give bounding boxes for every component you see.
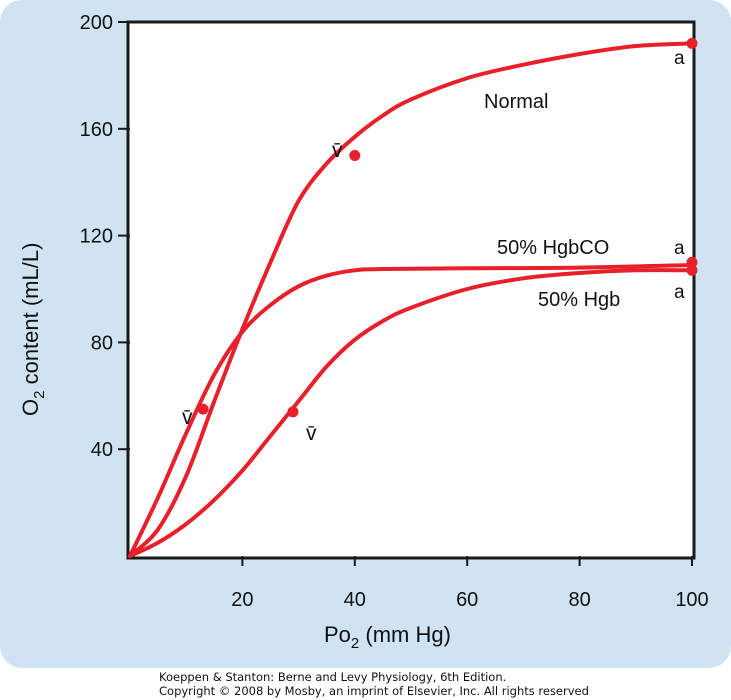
credit-line-1: Koeppen & Stanton: Berne and Levy Physio… bbox=[159, 670, 507, 684]
series-label-hgb: 50% Hgb bbox=[538, 289, 620, 311]
data-point-marker bbox=[287, 406, 299, 418]
series-label-hgbco: 50% HgbCO bbox=[497, 237, 609, 259]
y-tick-label: 160 bbox=[80, 119, 113, 141]
series-line-2 bbox=[128, 268, 694, 558]
curves bbox=[128, 41, 694, 558]
data-point-marker bbox=[197, 403, 209, 415]
data-point-marker bbox=[686, 37, 698, 49]
y-tick-label: 40 bbox=[91, 439, 113, 461]
plot-area bbox=[126, 20, 696, 560]
series-label-normal: Normal bbox=[484, 91, 548, 113]
y-tick-label: 80 bbox=[91, 332, 113, 354]
series-line-1 bbox=[128, 263, 694, 558]
marker-label-normal-arterial: a bbox=[674, 48, 685, 69]
y-axis-ticks: 40 80 120 160 200 bbox=[80, 12, 130, 461]
x-tick-label: 40 bbox=[344, 589, 366, 611]
marker-label-hgb-venous: v̄ bbox=[306, 422, 317, 445]
marker-label-hgbco-venous: v̄ bbox=[182, 406, 193, 429]
x-axis-label: Po2 (mm Hg) bbox=[324, 622, 451, 652]
y-axis-label: O2 content (mL/L) bbox=[18, 243, 48, 416]
x-tick-label: 80 bbox=[568, 589, 590, 611]
data-point-marker bbox=[686, 264, 698, 276]
markers bbox=[197, 37, 698, 418]
data-point-marker bbox=[686, 256, 698, 268]
series-line-0 bbox=[128, 41, 694, 558]
x-tick-label: 20 bbox=[231, 589, 253, 611]
x-axis-ticks: 20 40 60 80 100 bbox=[231, 556, 709, 611]
y-tick-label: 120 bbox=[80, 226, 113, 248]
marker-label-hgb-arterial: a bbox=[674, 282, 685, 303]
credit-line-2: Copyright © 2008 by Mosby, an imprint of… bbox=[159, 684, 589, 698]
data-point-marker bbox=[349, 150, 361, 161]
oxygen-content-chart: 20 40 60 80 100 40 80 120 160 200 Normal 50% Hgb… bbox=[18, 12, 709, 652]
x-tick-label: 60 bbox=[456, 589, 478, 611]
annotations: Normal 50% HgbCO 50% Hgb v̄ a v̄ a v̄ a bbox=[182, 48, 685, 445]
marker-label-normal-venous: v̄ bbox=[332, 139, 343, 162]
marker-label-hgbco-arterial: a bbox=[674, 238, 685, 259]
x-tick-label: 100 bbox=[675, 589, 708, 611]
y-tick-label: 200 bbox=[80, 12, 113, 34]
